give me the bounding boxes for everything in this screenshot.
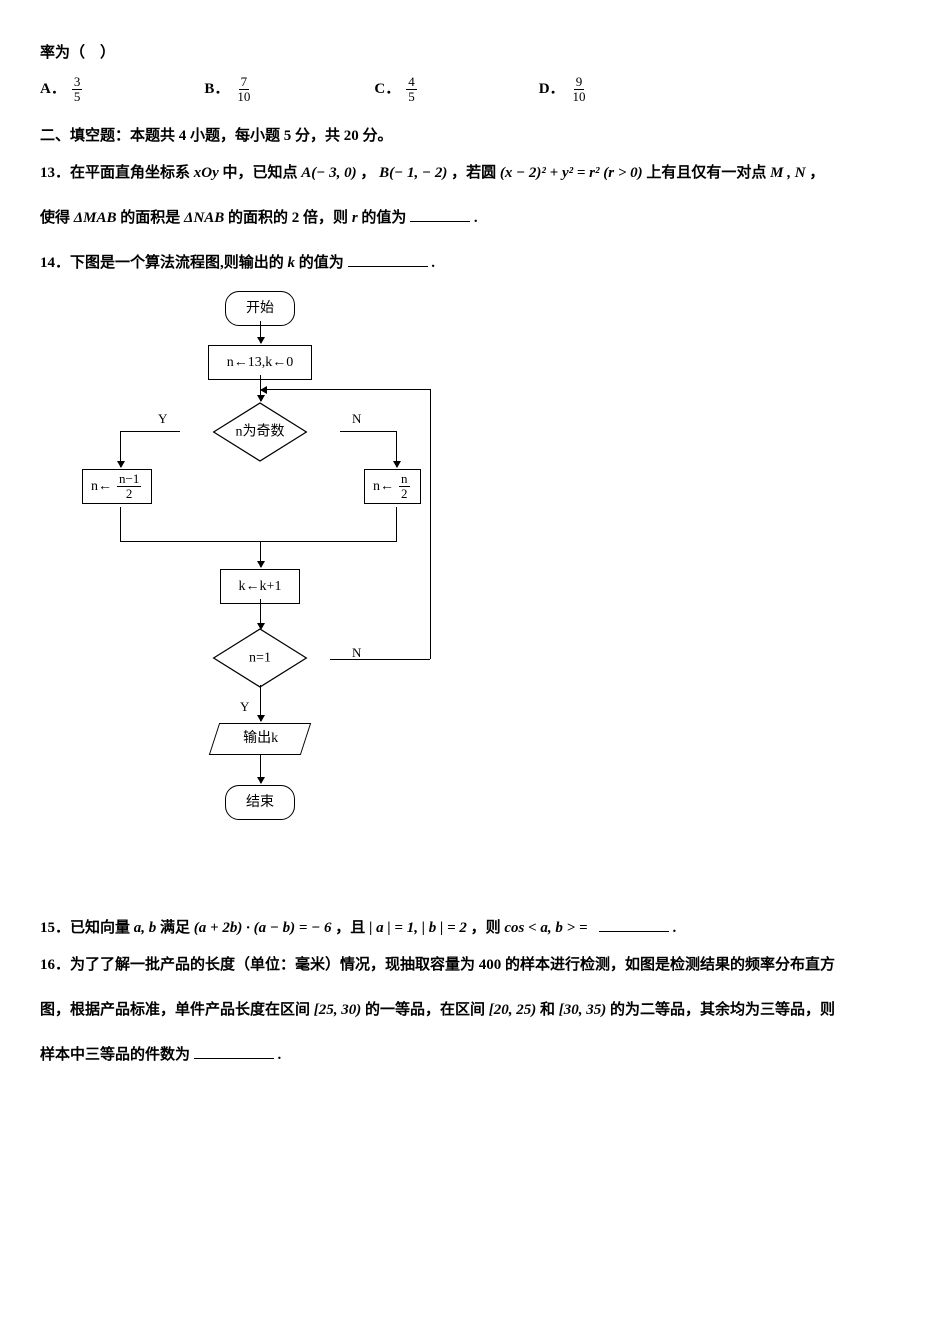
blank <box>599 916 669 932</box>
arrow <box>260 755 261 783</box>
arrow <box>260 321 261 343</box>
blank <box>410 206 470 222</box>
label-y: Y <box>240 695 249 718</box>
blank <box>348 251 428 267</box>
label-n: N <box>352 641 361 664</box>
q16-line3: 样本中三等品的件数为 . <box>40 1042 910 1069</box>
q16-line2: 图，根据产品标准，单件产品长度在区间 [25, 30) 的一等品，在区间 [20… <box>40 997 910 1024</box>
connector <box>120 431 180 432</box>
label-y: Y <box>158 407 167 430</box>
choice-label: C． <box>374 76 400 103</box>
label-n: N <box>352 407 361 430</box>
connector <box>430 389 431 659</box>
arrow-loop <box>261 389 430 390</box>
fraction: 3 5 <box>72 75 83 105</box>
q12-choices: A． 3 5 B． 7 10 C． 4 5 D． 9 10 <box>40 75 910 105</box>
flowchart: 开始 n←13,k←0 n为奇数 Y N n← n−1 2 n← n 2 <box>80 291 440 901</box>
connector <box>396 507 397 541</box>
fc-cond-odd: n为奇数 <box>180 403 340 461</box>
q12-choice-b: B． 7 10 <box>204 75 254 105</box>
connector <box>120 541 260 542</box>
blank <box>194 1043 274 1059</box>
fraction: 4 5 <box>406 75 417 105</box>
connector <box>330 659 430 660</box>
choice-label: A． <box>40 76 66 103</box>
connector <box>340 431 396 432</box>
connector <box>260 541 397 542</box>
section2-heading: 二、填空题：本题共 4 小题，每小题 5 分，共 20 分。 <box>40 123 910 150</box>
q12-choice-d: D． 9 10 <box>539 75 590 105</box>
arrow <box>396 431 397 467</box>
fc-right-box: n← n 2 <box>364 469 421 505</box>
choice-label: D． <box>539 76 565 103</box>
q13-line2: 使得 ΔMAB 的面积是 ΔNAB 的面积的 2 倍，则 r 的值为 . <box>40 205 910 232</box>
fraction: n 2 <box>399 472 410 502</box>
arrow <box>260 685 261 721</box>
fc-output: 输出k <box>209 723 311 755</box>
q12-choice-c: C． 4 5 <box>374 75 418 105</box>
fraction: 9 10 <box>571 75 588 105</box>
fc-end: 结束 <box>225 785 295 820</box>
arrow <box>260 541 261 567</box>
q16-line1: 16．为了了解一批产品的长度（单位：毫米）情况，现抽取容量为 400 的样本进行… <box>40 952 910 979</box>
arrow <box>260 599 261 629</box>
connector <box>120 507 121 541</box>
q12-choice-a: A． 3 5 <box>40 75 84 105</box>
choice-label: B． <box>204 76 229 103</box>
fraction: n−1 2 <box>117 472 141 502</box>
q13-line1: 13．在平面直角坐标系 xOy 中，已知点 A(− 3, 0) ， B(− 1,… <box>40 160 910 187</box>
q14-stem: 14．下图是一个算法流程图,则输出的 k 的值为 . <box>40 250 910 277</box>
q12-stem-tail: 率为（ ） <box>40 40 910 67</box>
q15: 15．已知向量 a, b 满足 (a + 2b) · (a − b) = − 6… <box>40 915 910 942</box>
fraction: 7 10 <box>235 75 252 105</box>
fc-cond-n1: n=1 <box>190 631 330 685</box>
fc-left-box: n← n−1 2 <box>82 469 152 505</box>
arrow <box>120 431 121 467</box>
